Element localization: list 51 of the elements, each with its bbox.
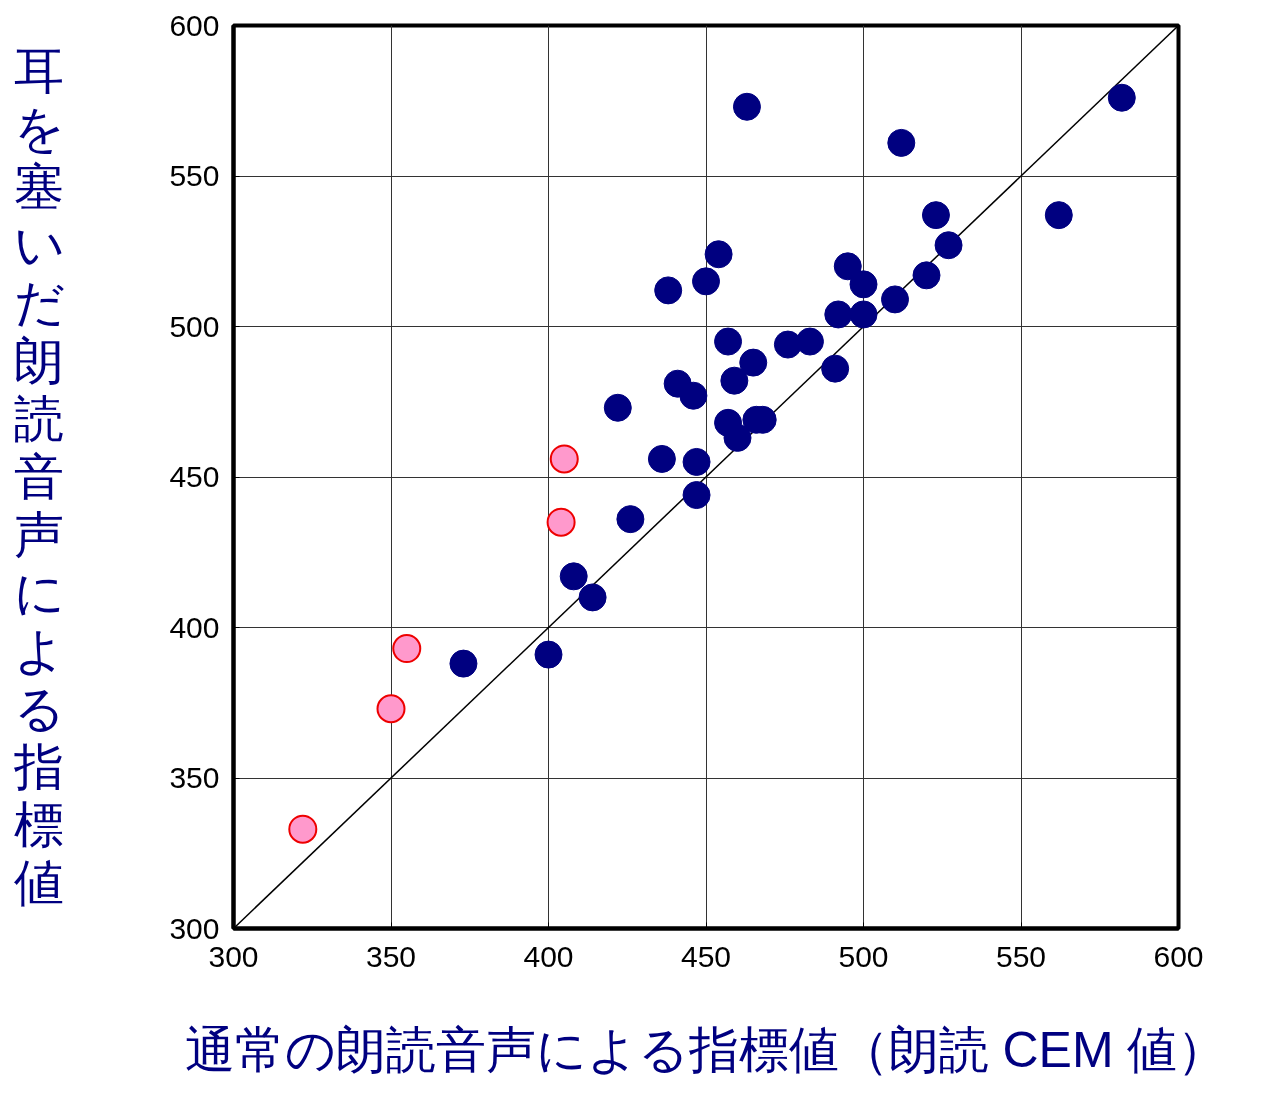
x-tick-label: 500	[838, 939, 889, 973]
x-tick-label: 550	[995, 939, 1047, 973]
point	[376, 694, 406, 724]
y-tick-label: 600	[169, 8, 220, 42]
point	[912, 261, 941, 290]
y-tick-label: 400	[169, 610, 220, 644]
point	[578, 583, 607, 612]
point	[559, 562, 588, 591]
x-axis-title: 通常の朗読音声による指標値（朗読 CEM 値）	[184, 1021, 1228, 1078]
point	[720, 366, 749, 395]
point	[682, 447, 711, 476]
point	[732, 92, 761, 121]
point	[534, 640, 563, 669]
point	[739, 348, 768, 377]
point	[833, 252, 862, 281]
point	[921, 201, 950, 230]
point	[682, 481, 711, 510]
point	[849, 300, 878, 329]
point	[1107, 83, 1136, 112]
point	[773, 330, 802, 359]
point	[288, 814, 318, 844]
text: 耳を塞いだ朗読音声による指標値	[14, 43, 65, 911]
point	[824, 300, 853, 329]
x-tick-label: 400	[523, 939, 574, 973]
point	[821, 354, 850, 383]
point	[647, 444, 676, 473]
point	[679, 381, 708, 410]
y-tick-label: 550	[169, 159, 220, 192]
point	[692, 267, 720, 296]
y-tick-label: 350	[169, 761, 220, 794]
point	[849, 270, 878, 299]
y-tick-label: 450	[169, 460, 220, 493]
point	[723, 423, 752, 452]
point	[449, 649, 478, 678]
point	[603, 393, 632, 422]
point	[546, 507, 576, 537]
point	[1044, 201, 1073, 230]
x-tick-label: 450	[680, 939, 732, 973]
point	[934, 231, 963, 260]
point	[392, 634, 422, 664]
point	[704, 240, 733, 269]
point	[795, 327, 824, 356]
y-tick-label: 500	[169, 309, 220, 343]
point	[887, 128, 916, 157]
point	[549, 444, 579, 474]
x-tick-label: 350	[365, 939, 417, 973]
x-tick-label: 600	[1153, 939, 1204, 973]
point	[714, 327, 743, 356]
point	[881, 285, 909, 314]
point	[654, 276, 683, 305]
point	[616, 505, 645, 534]
